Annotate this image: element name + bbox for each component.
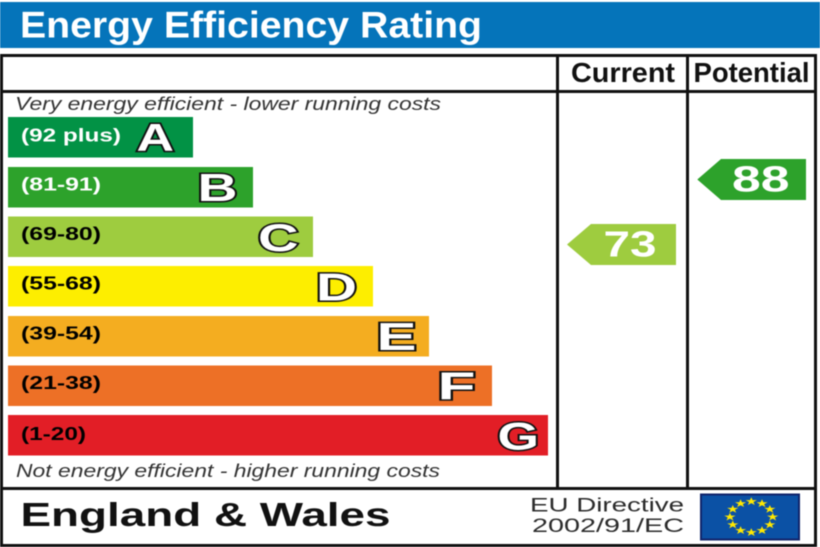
svg-text:Very energy efficient - lower: Very energy efficient - lower running co… — [15, 94, 441, 114]
svg-text:(92 plus): (92 plus) — [21, 126, 121, 146]
svg-text:B: B — [198, 167, 238, 210]
svg-text:Energy Efficiency Rating: Energy Efficiency Rating — [20, 5, 482, 46]
svg-text:Current: Current — [571, 57, 675, 88]
svg-text:Not energy efficient - higher: Not energy efficient - higher running co… — [16, 461, 440, 481]
svg-text:C: C — [258, 217, 299, 260]
svg-text:G: G — [498, 416, 540, 459]
svg-text:E: E — [377, 316, 417, 359]
svg-text:(81-91): (81-91) — [21, 175, 101, 195]
svg-text:A: A — [137, 117, 175, 160]
svg-text:EU Directive: EU Directive — [530, 495, 684, 517]
svg-text:Potential: Potential — [694, 57, 810, 88]
svg-text:73: 73 — [604, 224, 657, 265]
svg-text:(55-68): (55-68) — [21, 274, 101, 294]
svg-text:England & Wales: England & Wales — [21, 496, 391, 533]
svg-text:2002/91/EC: 2002/91/EC — [532, 515, 684, 537]
svg-text:F: F — [438, 366, 476, 409]
svg-text:88: 88 — [732, 159, 790, 200]
svg-text:(1-20): (1-20) — [21, 424, 86, 444]
svg-text:(21-38): (21-38) — [21, 373, 101, 393]
svg-text:(39-54): (39-54) — [21, 324, 101, 344]
svg-text:(69-80): (69-80) — [21, 224, 101, 244]
svg-text:D: D — [316, 267, 357, 310]
